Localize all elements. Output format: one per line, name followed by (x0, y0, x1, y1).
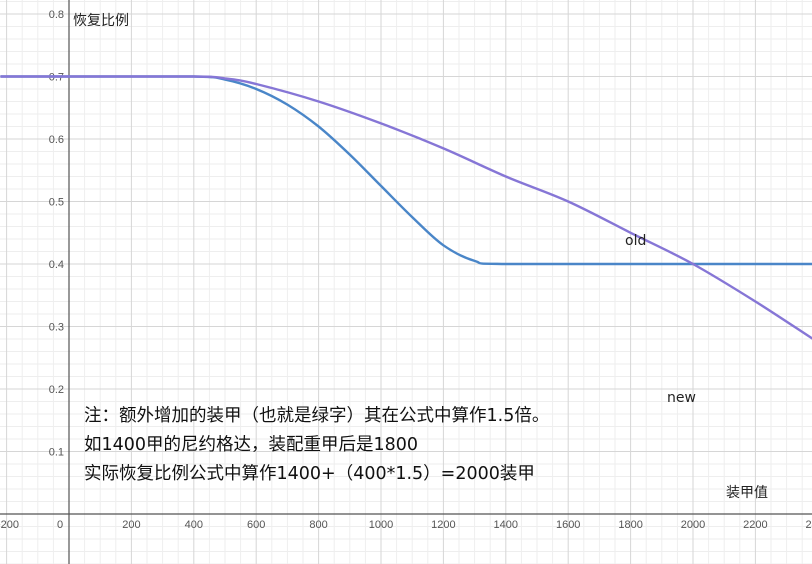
note-line-3: 实际恢复比例公式中算作1400+（400*1.5）=2000装甲 (84, 464, 535, 484)
x-tick-label: 600 (247, 519, 265, 531)
note-line-2: 如1400甲的尼约格达，装配重甲后是1800 (84, 435, 419, 455)
series-label-new: new (667, 390, 696, 406)
x-tick-label: 800 (309, 519, 327, 531)
annotation-note: 注：额外增加的装甲（也就是绿字）其在公式中算作1.5倍。 如1400甲的尼约格达… (84, 402, 549, 489)
x-tick-label: 2200 (743, 519, 767, 531)
x-tick-label: 1400 (494, 519, 518, 531)
x-tick-labels: −400−20002004006008001000120014001600180… (0, 519, 812, 531)
y-tick-label: 0.5 (49, 197, 64, 209)
x-tick-label: 400 (185, 519, 203, 531)
series-line-new (0, 75, 812, 340)
x-tick-label: 1200 (431, 519, 455, 531)
x-tick-label: 2000 (681, 519, 705, 531)
y-tick-labels: 0.10.20.30.40.50.60.70.8 (49, 9, 64, 459)
y-tick-label: 0.8 (49, 9, 64, 21)
series-line-old (0, 75, 812, 266)
y-axis-title: 恢复比例 (73, 12, 129, 29)
x-tick-label: 1000 (369, 519, 393, 531)
y-tick-label: 0.6 (49, 134, 64, 146)
x-tick-label: 1800 (618, 519, 642, 531)
x-tick-label: −200 (0, 519, 19, 531)
y-tick-label: 0.3 (49, 322, 64, 334)
note-line-1: 注：额外增加的装甲（也就是绿字）其在公式中算作1.5倍。 (84, 406, 550, 426)
x-tick-label: 200 (122, 519, 140, 531)
x-tick-label: 0 (57, 519, 63, 531)
y-tick-label: 0.1 (49, 447, 64, 459)
series-lines (0, 75, 812, 340)
x-tick-label: 1600 (556, 519, 580, 531)
series-label-old: old (625, 233, 646, 249)
x-axis-title: 装甲值 (726, 485, 768, 501)
y-tick-label: 0.4 (49, 259, 64, 271)
y-tick-label: 0.2 (49, 384, 64, 396)
x-tick-label: 2400 (806, 519, 812, 531)
